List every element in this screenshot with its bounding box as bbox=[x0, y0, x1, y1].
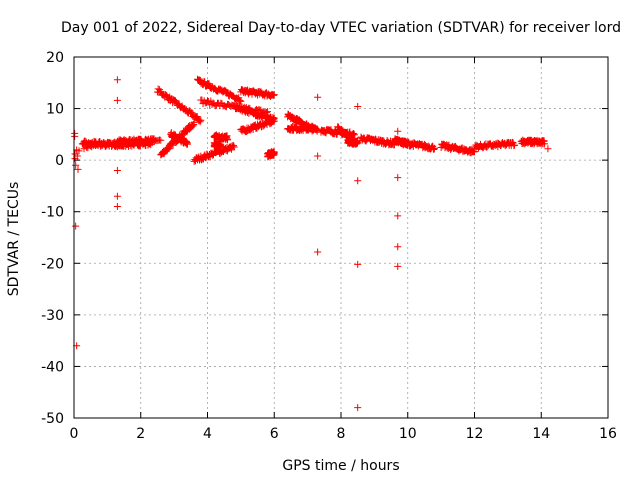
chart-title: Day 001 of 2022, Sidereal Day-to-day VTE… bbox=[61, 20, 621, 36]
outlier-point bbox=[113, 76, 121, 84]
data-point bbox=[541, 140, 549, 148]
outlier-point bbox=[354, 260, 362, 268]
data-point bbox=[430, 144, 438, 152]
data-point bbox=[224, 136, 232, 144]
outlier-point bbox=[394, 262, 402, 270]
outlier-point bbox=[314, 248, 322, 256]
data-point bbox=[236, 97, 244, 105]
x-axis-label: GPS time / hours bbox=[282, 458, 399, 474]
data-point bbox=[312, 126, 320, 134]
data-point bbox=[314, 125, 322, 133]
y-tick-label: 20 bbox=[46, 50, 64, 66]
outlier-point bbox=[73, 152, 81, 160]
data-point bbox=[205, 80, 213, 88]
outlier-point bbox=[354, 404, 362, 412]
outlier-point bbox=[74, 165, 82, 173]
axes-layer: 0 2 4 6 8 10 12 14 16 -50 -40 -30 -20 -10 0 10 20 bbox=[41, 50, 617, 442]
outlier-point bbox=[544, 145, 552, 153]
y-tick-label: -20 bbox=[41, 256, 64, 272]
data-point bbox=[157, 136, 165, 144]
data-point bbox=[146, 140, 154, 148]
data-point bbox=[147, 141, 155, 149]
outlier-point bbox=[394, 243, 402, 251]
x-tick-label: 4 bbox=[203, 426, 212, 442]
data-point bbox=[269, 114, 277, 122]
data-point bbox=[165, 145, 173, 153]
outlier-point bbox=[113, 192, 121, 200]
data-point bbox=[264, 108, 272, 116]
x-tick-label: 16 bbox=[599, 426, 617, 442]
outlier-point bbox=[71, 132, 79, 140]
data-point bbox=[270, 91, 278, 99]
data-point bbox=[270, 115, 278, 123]
data-point bbox=[190, 118, 198, 126]
y-tick-label: -40 bbox=[41, 359, 64, 375]
data-point bbox=[404, 141, 412, 149]
data-point bbox=[270, 91, 278, 99]
data-point bbox=[510, 142, 518, 150]
y-tick-label: -10 bbox=[41, 205, 64, 221]
x-tick-label: 8 bbox=[337, 426, 346, 442]
data-point bbox=[217, 141, 225, 149]
outlier-point bbox=[72, 222, 80, 230]
data-point bbox=[146, 139, 154, 147]
outlier-point bbox=[394, 174, 402, 182]
x-tick-label: 2 bbox=[136, 426, 145, 442]
data-point bbox=[235, 96, 243, 104]
y-tick-label: 0 bbox=[55, 153, 64, 169]
data-layer bbox=[71, 75, 552, 412]
data-point bbox=[270, 149, 278, 157]
data-point bbox=[197, 116, 205, 124]
x-tick-label: 12 bbox=[466, 426, 484, 442]
outlier-point bbox=[314, 93, 322, 101]
outlier-point bbox=[113, 166, 121, 174]
data-point bbox=[149, 136, 157, 144]
data-point bbox=[183, 140, 191, 148]
x-tick-label: 10 bbox=[399, 426, 417, 442]
data-point bbox=[230, 142, 238, 150]
data-point bbox=[201, 78, 209, 86]
outlier-point bbox=[72, 161, 80, 169]
y-tick-label: 10 bbox=[46, 102, 64, 118]
data-point bbox=[354, 137, 362, 145]
y-tick-label: -50 bbox=[41, 411, 64, 427]
data-point bbox=[230, 143, 238, 151]
data-point bbox=[511, 141, 519, 149]
outlier-point bbox=[314, 152, 322, 160]
x-tick-label: 6 bbox=[270, 426, 279, 442]
data-point bbox=[189, 122, 197, 130]
data-point bbox=[196, 118, 204, 126]
data-point bbox=[150, 135, 158, 143]
data-point bbox=[172, 97, 180, 105]
data-point bbox=[196, 76, 204, 84]
x-tick-label: 14 bbox=[532, 426, 550, 442]
data-point bbox=[163, 92, 171, 100]
outlier-point bbox=[354, 177, 362, 185]
outlier-point bbox=[354, 103, 362, 111]
data-point bbox=[237, 97, 245, 105]
data-point bbox=[204, 79, 212, 87]
outlier-point bbox=[113, 96, 121, 104]
outlier-point bbox=[394, 127, 402, 135]
outlier-point bbox=[75, 147, 83, 155]
y-axis-label: SDTVAR / TECUs bbox=[6, 182, 22, 297]
data-point bbox=[429, 145, 437, 153]
outlier-point bbox=[394, 212, 402, 220]
outlier-point bbox=[113, 203, 121, 211]
data-point bbox=[270, 114, 278, 122]
x-tick-label: 0 bbox=[70, 426, 79, 442]
y-tick-label: -30 bbox=[41, 308, 64, 324]
data-point bbox=[430, 146, 438, 154]
